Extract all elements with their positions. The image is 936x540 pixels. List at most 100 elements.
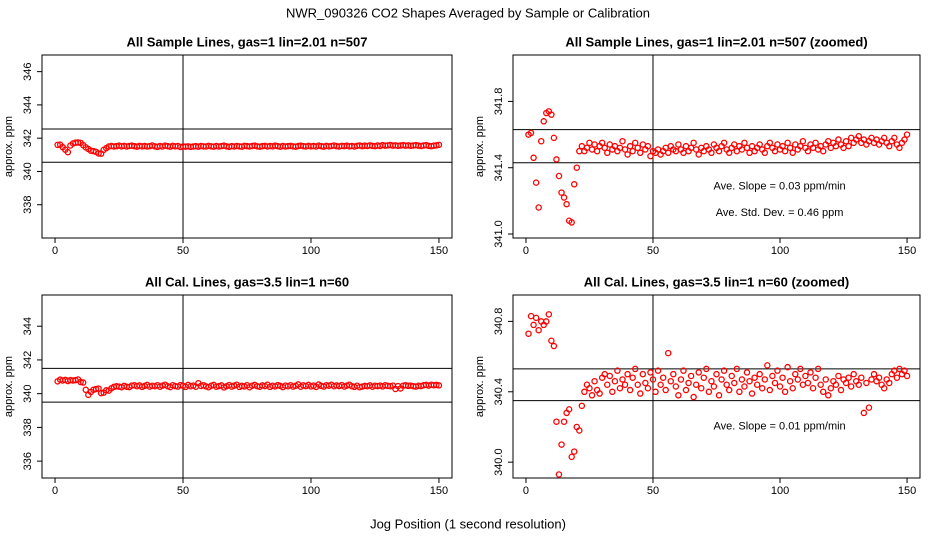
point: [568, 453, 575, 461]
point: [703, 365, 710, 373]
point: [675, 141, 682, 148]
y-tick-label: 338: [22, 196, 34, 214]
point: [576, 427, 583, 434]
point: [570, 448, 578, 455]
point: [558, 189, 565, 196]
point: [530, 154, 537, 162]
point: [692, 381, 700, 388]
point: [654, 367, 662, 374]
point: [624, 151, 631, 158]
point: [565, 406, 573, 413]
y-tick-label: 344: [22, 96, 34, 114]
panel-title: All Cal. Lines, gas=3.5 lin=1 n=60 (zoom…: [584, 274, 850, 289]
point: [779, 374, 786, 381]
point: [761, 149, 769, 157]
point: [662, 386, 669, 394]
point: [690, 393, 697, 401]
point: [532, 179, 540, 186]
point: [736, 388, 743, 396]
point: [827, 385, 835, 392]
point: [880, 385, 888, 392]
point: [545, 311, 553, 318]
point: [832, 381, 840, 388]
point: [756, 141, 763, 148]
point: [850, 370, 857, 378]
point: [626, 142, 634, 150]
x-tick-label: 150: [430, 245, 448, 257]
x-tick-label: 100: [302, 485, 320, 497]
point: [588, 392, 596, 399]
y-tick-label: 342: [22, 351, 34, 369]
point: [644, 385, 652, 392]
point: [875, 374, 883, 381]
x-tick-label: 50: [177, 485, 189, 497]
annotation: Ave. Std. Dev. = 0.46 ppm: [716, 207, 844, 219]
x-tick-label: 100: [302, 245, 320, 257]
point: [568, 219, 575, 226]
point: [715, 147, 723, 155]
point: [799, 137, 807, 145]
point: [527, 129, 535, 137]
point: [764, 362, 771, 369]
point: [675, 392, 682, 399]
point: [647, 369, 654, 376]
point: [868, 376, 875, 383]
point: [743, 369, 751, 376]
point: [621, 146, 629, 153]
point: [746, 377, 753, 385]
point: [644, 142, 652, 150]
x-tick-label: 150: [430, 485, 448, 497]
point: [812, 139, 819, 147]
point: [725, 386, 733, 394]
point: [761, 376, 769, 383]
point: [797, 365, 804, 373]
point: [609, 388, 616, 396]
point: [586, 139, 593, 147]
points: [525, 311, 911, 478]
point: [774, 367, 781, 374]
point: [433, 381, 440, 389]
points: [54, 139, 443, 157]
panel: All Cal. Lines, gas=3.5 lin=1 n=60 approx…: [3, 274, 453, 497]
point: [591, 141, 598, 148]
point: [619, 137, 626, 145]
point: [794, 376, 802, 383]
point: [637, 149, 644, 157]
point: [753, 381, 761, 388]
y-tick-label: 344: [22, 317, 34, 335]
point: [708, 377, 715, 385]
point: [667, 377, 675, 385]
x-tick-label: 50: [647, 485, 659, 497]
point: [631, 365, 639, 373]
point: [698, 385, 705, 392]
point: [896, 144, 903, 152]
plot-frame: [41, 54, 453, 239]
point: [903, 131, 911, 138]
point: [537, 137, 545, 145]
point: [845, 374, 852, 381]
point: [626, 386, 634, 394]
point: [758, 385, 766, 392]
point: [664, 149, 672, 157]
point: [540, 118, 547, 125]
point: [825, 392, 832, 399]
point: [573, 164, 581, 171]
point: [789, 149, 796, 157]
point: [82, 386, 90, 394]
point: [847, 383, 855, 390]
point: [812, 374, 819, 381]
point: [629, 147, 636, 155]
point: [733, 365, 741, 373]
point: [586, 385, 593, 392]
point: [842, 137, 850, 145]
point: [690, 139, 697, 147]
point: [807, 369, 814, 376]
point: [619, 376, 626, 383]
x-tick-label: 100: [771, 485, 789, 497]
point: [863, 379, 870, 387]
y-tick-label: 342: [22, 129, 34, 147]
point: [685, 379, 692, 387]
plot-frame: [41, 294, 453, 479]
point: [601, 144, 608, 152]
